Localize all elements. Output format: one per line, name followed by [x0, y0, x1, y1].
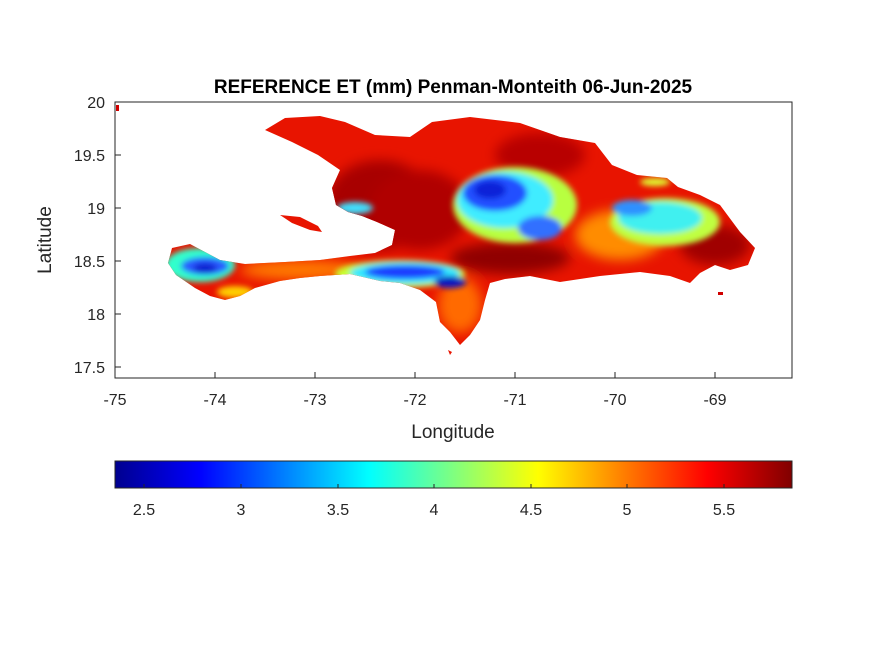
zone-center-dark: [370, 170, 470, 250]
y-tick-label: 18: [87, 307, 105, 324]
colorbar-tick-label: 5.5: [713, 502, 735, 519]
x-tick-label: -69: [703, 392, 726, 409]
islet-saona: [718, 292, 723, 295]
y-tick-label: 19.5: [74, 148, 105, 165]
x-tick-label: -72: [403, 392, 426, 409]
zone-north-coast-yellow: [640, 178, 670, 186]
colorbar-tick-label: 5: [623, 502, 632, 519]
zone-south-haiti-orange: [240, 260, 360, 280]
zone-cordillera-deep: [474, 181, 506, 199]
colorbar-tick-label: 4: [430, 502, 439, 519]
colorbar-tick-label: 3.5: [327, 502, 349, 519]
zone-barahona-orange: [438, 277, 482, 333]
zone-enriquillo-dark: [450, 242, 570, 274]
y-axis-label: Latitude: [35, 206, 56, 274]
y-axis: 20 19.5 19 18.5 18 17.5: [74, 95, 121, 377]
zone-lasalle-deep: [434, 276, 466, 288]
y-tick-label: 19: [87, 201, 105, 218]
x-tick-label: -75: [103, 392, 126, 409]
colorbar: [114, 460, 793, 489]
x-tick-label: -71: [503, 392, 526, 409]
x-axis: -75 -74 -73 -72 -71 -70 -69: [103, 372, 727, 409]
x-axis-label: Longitude: [411, 422, 494, 443]
chart-title: REFERENCE ET (mm) Penman-Monteith 06-Jun…: [214, 77, 693, 98]
x-tick-label: -74: [203, 392, 226, 409]
zone-east-blue: [612, 200, 652, 216]
islet-top-left: [116, 105, 119, 111]
colorbar-ticks: 2.5 3 3.5 4 4.5 5 5.5: [133, 484, 735, 519]
y-tick-label: 18.5: [74, 254, 105, 271]
y-tick-label: 17.5: [74, 360, 105, 377]
zone-lasalle-blue: [365, 265, 445, 279]
zone-sw-tip-deep: [193, 263, 217, 273]
zone-central-south-blue: [518, 216, 562, 240]
colorbar-tick-label: 3: [237, 502, 246, 519]
colorbar-tick-label: 4.5: [520, 502, 542, 519]
colorbar-tick-label: 2.5: [133, 502, 155, 519]
zone-north-dark: [495, 133, 585, 177]
x-tick-label: -73: [303, 392, 326, 409]
y-tick-label: 20: [87, 95, 105, 112]
x-tick-label: -70: [603, 392, 626, 409]
